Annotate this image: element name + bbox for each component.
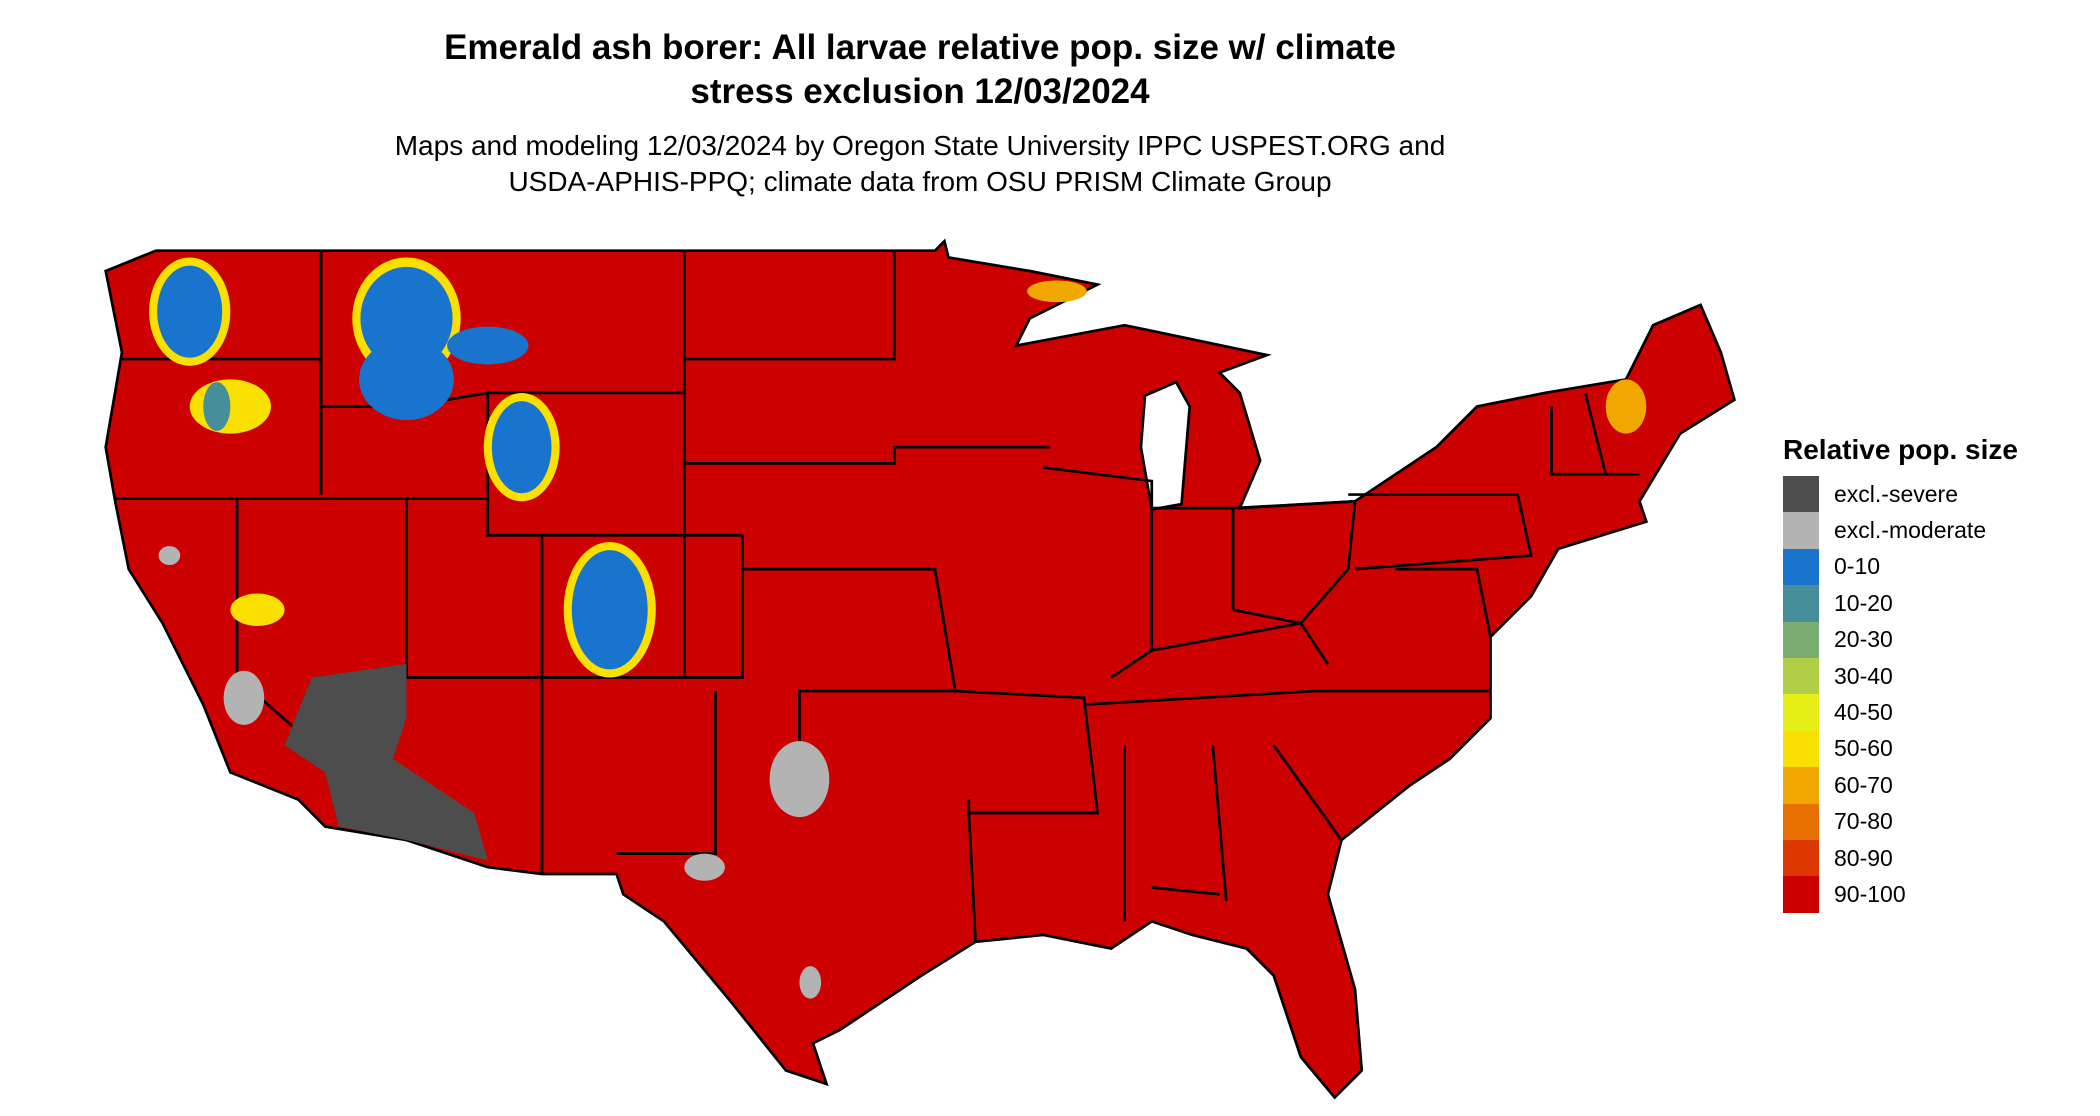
- legend-item: 0-10: [1783, 548, 2018, 586]
- legend-swatch: [1783, 476, 1819, 513]
- map-title: Emerald ash borer: All larvae relative p…: [0, 26, 1840, 114]
- title-line-1: Emerald ash borer: All larvae relative p…: [444, 28, 1396, 67]
- legend-swatch: [1783, 694, 1819, 731]
- legend-items: excl.-severe excl.-moderate 0-10 10-20 20-30…: [1783, 476, 2018, 913]
- legend-label: 30-40: [1834, 662, 1893, 689]
- us-outline: [104, 238, 1736, 1100]
- low-suitability-zones: [149, 257, 1647, 678]
- legend-item: excl.-severe: [1783, 476, 2018, 513]
- lake-michigan: [1139, 380, 1192, 512]
- legend-label: 40-50: [1834, 699, 1893, 726]
- legend-swatch: [1783, 767, 1819, 804]
- legend-label: excl.-moderate: [1834, 517, 1987, 544]
- legend-label: 80-90: [1834, 844, 1893, 871]
- legend-item: excl.-moderate: [1783, 512, 2018, 549]
- legend-item: 30-40: [1783, 657, 2018, 695]
- subtitle-line-1: Maps and modeling 12/03/2024 by Oregon S…: [394, 130, 1446, 161]
- legend-swatch: [1783, 657, 1819, 695]
- legend-label: 60-70: [1834, 771, 1893, 798]
- legend-label: 0-10: [1834, 553, 1881, 580]
- legend-item: 70-80: [1783, 803, 2018, 840]
- legend-item: 90-100: [1783, 876, 2018, 913]
- map-subtitle: Maps and modeling 12/03/2024 by Oregon S…: [0, 128, 1840, 200]
- legend-swatch: [1783, 512, 1819, 549]
- legend-label: 90-100: [1834, 880, 1906, 907]
- legend-swatch: [1783, 548, 1819, 586]
- legend-swatch: [1783, 803, 1819, 840]
- legend-label: 20-30: [1834, 626, 1893, 653]
- legend-item: 80-90: [1783, 839, 2018, 877]
- legend-label: excl.-severe: [1834, 480, 1958, 507]
- legend-title: Relative pop. size: [1783, 434, 2018, 465]
- legend-label: 10-20: [1834, 589, 1893, 616]
- legend-swatch: [1783, 585, 1819, 622]
- legend: Relative pop. size excl.-severe excl.-mod…: [1783, 434, 2018, 913]
- legend-item: 20-30: [1783, 621, 2018, 658]
- legend-swatch: [1783, 876, 1819, 913]
- title-line-2: stress exclusion 12/03/2024: [690, 72, 1150, 111]
- legend-swatch: [1783, 839, 1819, 877]
- legend-swatch: [1783, 730, 1819, 768]
- legend-item: 40-50: [1783, 694, 2018, 731]
- legend-label: 70-80: [1834, 808, 1893, 835]
- legend-item: 50-60: [1783, 730, 2018, 768]
- legend-swatch: [1783, 621, 1819, 658]
- legend-item: 10-20: [1783, 585, 2018, 622]
- legend-label: 50-60: [1834, 735, 1893, 762]
- legend-item: 60-70: [1783, 767, 2018, 804]
- climate-exclusion-zones: [158, 546, 830, 999]
- subtitle-line-2: USDA-APHIS-PPQ; climate data from OSU PR…: [508, 166, 1332, 197]
